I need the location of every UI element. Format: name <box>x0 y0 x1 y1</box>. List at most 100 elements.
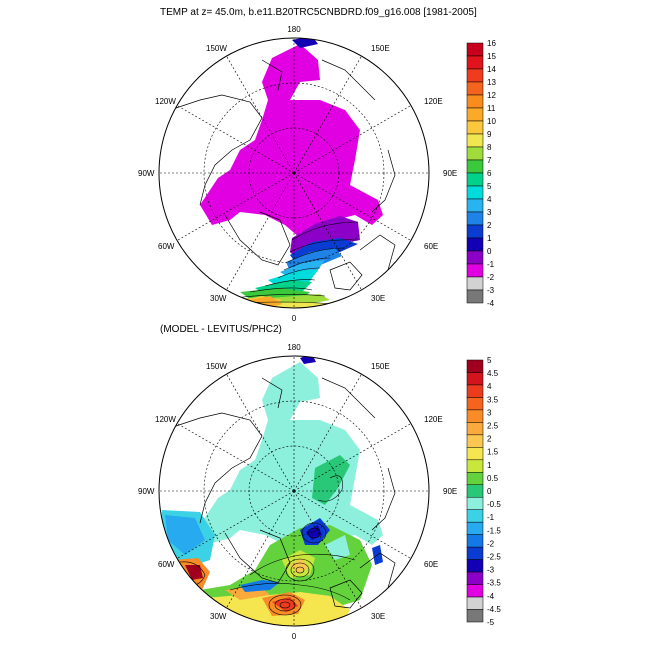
colorbar-tick-label: 9 <box>487 130 492 139</box>
colorbar-tick-label: -3 <box>487 286 495 295</box>
colorbar-swatch <box>466 94 484 109</box>
colorbar-swatch <box>466 185 484 200</box>
difference-polar-map: 180 150E 120E 90E 60E 30E 0 30W 60W 90W … <box>138 343 457 641</box>
colorbar-tick-label: 1.5 <box>487 448 499 457</box>
colorbar-swatch <box>466 250 484 265</box>
colorbar-tick-label: 15 <box>487 52 496 61</box>
lon-label-150w: 150W <box>206 44 227 53</box>
colorbar-tick-label: -1.5 <box>487 526 501 535</box>
colorbar-tick-label: -5 <box>487 618 495 627</box>
colorbar-tick-label: -4 <box>487 592 495 601</box>
lon-label-0: 0 <box>292 632 297 641</box>
colorbar-tick-label: 0.5 <box>487 474 499 483</box>
colorbar-swatch <box>466 42 484 57</box>
colorbar-swatch <box>466 571 484 585</box>
colorbar-swatch <box>466 546 484 560</box>
colorbar-swatch <box>466 172 484 187</box>
colorbar-tick-label: 2 <box>487 221 492 230</box>
colorbar-tick-label: 1 <box>487 234 492 243</box>
lon-label-180: 180 <box>287 25 301 34</box>
colorbar-tick-label: 7 <box>487 156 492 165</box>
colorbar-swatch <box>466 434 484 448</box>
colorbar-tick-label: -2 <box>487 539 495 548</box>
lon-label-60e: 60E <box>424 242 438 251</box>
colorbar-swatch <box>466 409 484 423</box>
colorbar-swatch <box>466 484 484 498</box>
colorbar-tick-label: 2.5 <box>487 422 499 431</box>
colorbar-tick-label: 8 <box>487 143 492 152</box>
colorbar-tick-label: 12 <box>487 91 496 100</box>
colorbar-swatch <box>466 133 484 148</box>
colorbar-tick-label: 4 <box>487 195 492 204</box>
colorbar-swatch <box>466 422 484 436</box>
colorbar-tick-label: -3.5 <box>487 579 501 588</box>
lon-label-30e: 30E <box>371 294 385 303</box>
temperature-polar-map: 180 150E 120E 90E 60E 30E 0 30W 60W 90W … <box>138 25 457 323</box>
colorbar-tick-label: 5 <box>487 356 492 365</box>
colorbar-swatch <box>466 211 484 226</box>
lon-label-30w: 30W <box>210 294 227 303</box>
colorbar-tick-label: 4.5 <box>487 369 499 378</box>
colorbar-tick-label: 1 <box>487 461 492 470</box>
lon-label-150e: 150E <box>371 44 390 53</box>
colorbar-swatch <box>466 68 484 83</box>
colorbar-swatch <box>466 559 484 573</box>
colorbar-tick-label: 3 <box>487 408 492 417</box>
colorbar-swatch <box>466 276 484 291</box>
colorbar-tick-label: 5 <box>487 182 492 191</box>
colorbar-tick-label: 0 <box>487 247 492 256</box>
colorbar-tick-label: -2.5 <box>487 553 501 562</box>
colorbar-tick-label: 4 <box>487 382 492 391</box>
colorbar-swatch <box>466 609 484 623</box>
colorbar-swatch <box>466 496 484 510</box>
lon-label-120w: 120W <box>155 415 176 424</box>
lon-label-90w: 90W <box>138 169 155 178</box>
colorbar-swatch <box>466 596 484 610</box>
colorbar-tick-label: 11 <box>487 104 496 113</box>
lon-label-120w: 120W <box>155 97 176 106</box>
colorbar-swatch <box>466 224 484 239</box>
colorbar-swatch <box>466 55 484 70</box>
lon-label-0: 0 <box>292 314 297 323</box>
lon-label-90w: 90W <box>138 487 155 496</box>
colorbar-tick-label: -4.5 <box>487 605 501 614</box>
lon-label-120e: 120E <box>424 97 443 106</box>
colorbar-tick-label: 6 <box>487 169 492 178</box>
colorbar-swatch <box>466 472 484 486</box>
lon-label-180: 180 <box>287 343 301 352</box>
colorbar-swatch <box>466 198 484 213</box>
colorbar-swatch <box>466 263 484 278</box>
colorbar-tick-label: -0.5 <box>487 500 501 509</box>
colorbar-swatch <box>466 372 484 386</box>
lon-label-60w: 60W <box>158 242 175 251</box>
lon-label-60w: 60W <box>158 560 175 569</box>
panel-title-temperature: TEMP at z= 45.0m, b.e11.B20TRC5CNBDRD.f0… <box>160 7 477 18</box>
colorbar-swatch <box>466 159 484 174</box>
lon-label-60e: 60E <box>424 560 438 569</box>
difference-colorbar: 5 4.5 4 3.5 3 2.5 2 1.5 1 0.5 0 -0.5 -1 -1.5 -2 -2.5 -3 -… <box>466 356 501 627</box>
lon-label-90e: 90E <box>443 487 457 496</box>
colorbar-swatch <box>466 289 484 304</box>
colorbar-tick-label: 13 <box>487 78 496 87</box>
lon-label-150e: 150E <box>371 362 390 371</box>
colorbar-swatch <box>466 107 484 122</box>
colorbar-swatch <box>466 509 484 523</box>
colorbar-swatch <box>466 584 484 598</box>
colorbar-swatch <box>466 81 484 96</box>
colorbar-tick-label: 0 <box>487 487 492 496</box>
colorbar-tick-label: 3 <box>487 208 492 217</box>
colorbar-swatch <box>466 120 484 135</box>
colorbar-swatch <box>466 146 484 161</box>
lon-label-30w: 30W <box>210 612 227 621</box>
lon-label-120e: 120E <box>424 415 443 424</box>
colorbar-tick-label: 3.5 <box>487 395 499 404</box>
colorbar-tick-label: 14 <box>487 65 496 74</box>
colorbar-swatch <box>466 359 484 373</box>
colorbar-tick-label: -1 <box>487 513 495 522</box>
colorbar-tick-label: -4 <box>487 299 495 308</box>
colorbar-tick-label: 2 <box>487 435 492 444</box>
colorbar-tick-label: -1 <box>487 260 495 269</box>
colorbar-tick-label: -3 <box>487 566 495 575</box>
